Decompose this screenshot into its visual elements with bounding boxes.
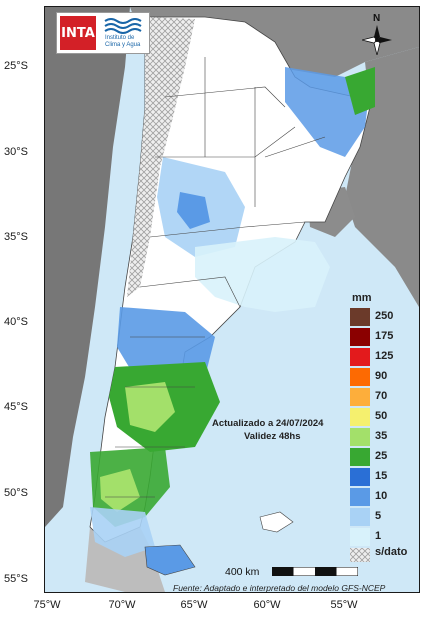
rain-patagonia-south-core	[100, 469, 140, 512]
legend-swatch	[350, 368, 370, 386]
legend-label: 10	[375, 490, 388, 502]
map-frame	[44, 6, 420, 593]
legend-label: 50	[375, 410, 388, 422]
update-date: Actualizado a 24/07/2024	[212, 418, 324, 429]
institute-name-line2: Clima y Agua	[105, 42, 141, 48]
rain-misiones	[345, 67, 375, 115]
water-waves-icon	[104, 18, 142, 34]
legend-swatch	[350, 388, 370, 406]
source-credit: Fuente: Adaptado e interpretado del mode…	[173, 583, 386, 593]
legend-label: 90	[375, 370, 388, 382]
institute-logo: Instituto de Clima y Agua	[99, 17, 147, 51]
scale-bar	[272, 567, 358, 576]
rain-coast-south	[90, 507, 155, 557]
legend-label: 35	[375, 430, 388, 442]
rain-patagonia-core	[125, 382, 175, 432]
longitude-label: 70°W	[108, 599, 136, 611]
legend-swatch	[350, 468, 370, 486]
latitude-label: 45°S	[4, 401, 28, 413]
legend-label: 1	[375, 530, 382, 542]
validity-label: Validez 48hs	[244, 431, 301, 442]
latitude-label: 30°S	[4, 146, 28, 158]
scale-bar-label: 400 km	[225, 566, 260, 578]
longitude-label: 55°W	[330, 599, 358, 611]
inta-logo: INTA	[60, 16, 96, 50]
legend-swatch	[350, 428, 370, 446]
legend-label: 25	[375, 450, 388, 462]
legend-label: 250	[375, 310, 394, 322]
longitude-label: 60°W	[253, 599, 281, 611]
logo-box: INTA Instituto de Clima y Agua	[56, 12, 150, 54]
latitude-label: 50°S	[4, 487, 28, 499]
north-label: N	[373, 13, 381, 24]
legend-label: 70	[375, 390, 388, 402]
legend-swatch	[350, 528, 370, 546]
province-boundaries	[105, 57, 326, 498]
latitude-label: 40°S	[4, 316, 28, 328]
latitude-label: 35°S	[4, 231, 28, 243]
rain-central-core	[177, 192, 210, 229]
latitude-label: 25°S	[4, 60, 28, 72]
land-brazil-east	[345, 47, 419, 307]
legend-swatch	[350, 508, 370, 526]
longitude-label: 75°W	[33, 599, 61, 611]
legend-swatch	[350, 348, 370, 366]
legend-swatch	[350, 448, 370, 466]
longitude-label: 65°W	[180, 599, 208, 611]
institute-name-line1: Instituto de	[105, 35, 135, 41]
legend-label: 5	[375, 510, 382, 522]
legend-swatch	[350, 308, 370, 326]
legend-label: s/dato	[375, 546, 408, 558]
precipitation-map	[45, 7, 419, 592]
land-chile-west	[45, 7, 130, 527]
legend-swatch-nodata	[350, 548, 370, 562]
legend-label: 15	[375, 470, 388, 482]
legend-label: 125	[375, 350, 394, 362]
legend-title: mm	[352, 292, 372, 304]
malvinas-islands	[259, 511, 294, 533]
legend-swatch	[350, 408, 370, 426]
latitude-label: 55°S	[4, 573, 28, 585]
compass-rose-icon	[362, 25, 392, 55]
rain-pampas	[195, 237, 330, 312]
legend-swatch	[350, 328, 370, 346]
legend-label: 175	[375, 330, 394, 342]
tierra-del-fuego	[144, 544, 196, 576]
legend-swatch	[350, 488, 370, 506]
